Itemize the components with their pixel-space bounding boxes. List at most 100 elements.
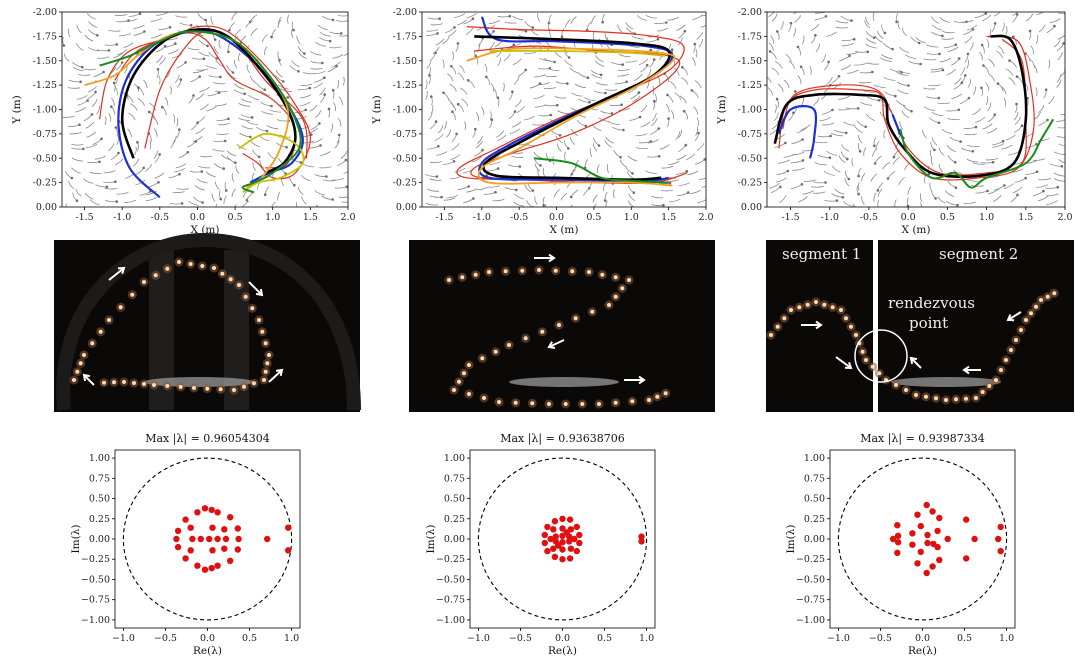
streamline (464, 121, 467, 131)
x-axis-label: Re(λ) (908, 645, 937, 657)
streamline (570, 16, 577, 25)
y-tick-label: −0.50 (796, 574, 825, 585)
y-tick-label: 0.00 (396, 202, 417, 213)
streamline (947, 46, 959, 52)
light-dot (447, 278, 451, 282)
x-tick-label: 1.0 (639, 633, 654, 644)
stream-arrow (70, 176, 74, 180)
streamline (216, 133, 229, 135)
stream-arrow (857, 174, 860, 178)
y-tick-label: -1.75 (738, 31, 762, 42)
streamline (108, 113, 112, 122)
stream-arrow (684, 143, 688, 147)
streamline (154, 172, 165, 179)
streamline (1008, 77, 1016, 86)
light-dot (613, 294, 618, 299)
light-dot (600, 272, 605, 277)
eigenvalue-point (929, 508, 936, 515)
trajectory-line (489, 49, 665, 57)
light-dot (72, 378, 76, 382)
x-tick-label: 0.0 (549, 212, 564, 223)
stream-arrow (512, 43, 516, 47)
streamline (1038, 104, 1045, 114)
streamline (175, 15, 188, 18)
eigenvalue-point (563, 529, 570, 536)
streamline (248, 94, 259, 101)
streamline (215, 59, 224, 68)
streamline (314, 110, 322, 119)
direction-arrow (910, 357, 922, 369)
eigenvalue-point (285, 524, 292, 531)
eigenvalue-point (936, 514, 943, 522)
streamline (83, 68, 96, 71)
streamline (774, 104, 777, 113)
stream-arrow (1044, 88, 1048, 91)
stream-arrow (200, 170, 204, 173)
stream-arrow (328, 39, 332, 43)
eigenvalue-point (936, 556, 943, 564)
streamline (841, 144, 849, 152)
streamline (866, 62, 880, 65)
stream-arrow (515, 188, 518, 192)
stream-arrow (652, 58, 656, 61)
stream-arrow (455, 132, 458, 136)
streamline (158, 75, 161, 85)
stream-arrow (434, 51, 437, 55)
streamline (497, 134, 507, 142)
streamline (211, 193, 216, 202)
x-tick-label: 0.5 (957, 633, 972, 644)
stream-arrow (217, 91, 221, 94)
streamline (967, 144, 980, 148)
streamline (295, 201, 298, 207)
streamline (820, 91, 829, 100)
light-dot (789, 308, 793, 312)
streamline (241, 125, 253, 130)
stream-arrow (866, 50, 869, 54)
stream-arrow (297, 70, 300, 73)
x-tick-label: 0.0 (190, 212, 205, 223)
streamline (104, 187, 117, 190)
streamline (137, 98, 145, 106)
eigenvalue-point (541, 539, 548, 547)
streamline (323, 179, 336, 182)
stream-arrow (293, 183, 296, 187)
chart-title: Max |λ| = 0.93638706 (500, 432, 625, 446)
streamline (297, 186, 304, 196)
streamline (617, 73, 630, 77)
streamline (259, 159, 264, 169)
light-dot (142, 382, 146, 386)
streamline (450, 102, 457, 111)
stream-arrow (1056, 185, 1059, 189)
stream-arrow (270, 104, 273, 108)
streamline (998, 45, 1005, 54)
light-dot (107, 318, 111, 322)
streamline (647, 139, 659, 144)
eigenvalue-point (222, 535, 230, 543)
streamline (694, 80, 702, 89)
y-tick-label: 0.00 (89, 534, 110, 545)
streamline (548, 21, 551, 31)
stream-arrow (344, 158, 348, 162)
streamline (104, 116, 107, 125)
eigenvalue-point (182, 555, 189, 562)
streamline (972, 86, 976, 96)
streamline (673, 67, 680, 76)
streamline (1048, 96, 1055, 105)
streamline (89, 199, 100, 206)
stream-arrow (100, 137, 103, 141)
stream-arrow (560, 35, 564, 39)
stream-arrow (189, 23, 193, 27)
streamline (332, 178, 345, 181)
stream-arrow (102, 70, 105, 74)
streamline (511, 155, 524, 158)
streamline (608, 121, 620, 125)
streamline (592, 143, 598, 152)
streamline (537, 13, 541, 22)
streamline (1012, 186, 1023, 194)
stream-arrow (892, 155, 896, 159)
streamline (497, 57, 501, 67)
stream-arrow (657, 127, 661, 130)
streamline (341, 201, 348, 203)
stream-arrow (201, 201, 204, 204)
stream-arrow (1060, 165, 1064, 168)
